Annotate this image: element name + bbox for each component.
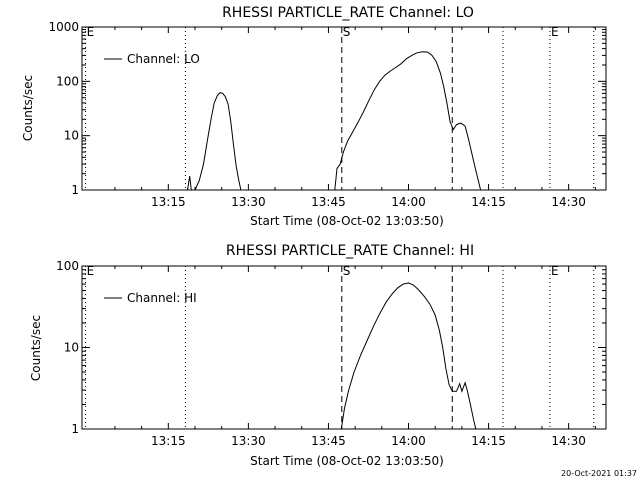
plot-frame-lo: [81, 26, 607, 191]
series-line-hi: [340, 282, 477, 430]
series-line-lo: [194, 92, 242, 191]
footer-timestamp: 20-Oct-2021 01:37: [561, 469, 637, 478]
axis-ticks-lo: 13:15 13:30 13:45 14:00 14:15 14:30 1 10 100 1000: [48, 20, 606, 209]
y-tick-label-hi: 100: [56, 259, 79, 273]
x-tick-label-hi: 14:00: [391, 434, 426, 448]
y-tick-label-lo: 1000: [48, 20, 79, 34]
x-axis-label-hi: Start Time (08-Oct-02 13:03:50): [250, 454, 444, 468]
x-axis-label-lo: Start Time (08-Oct-02 13:03:50): [250, 214, 444, 228]
x-tick-label-hi: 13:15: [151, 434, 186, 448]
y-tick-label-lo: 10: [64, 129, 79, 143]
panel-lo: RHESSI PARTICLE_RATE Channel: LO 13:15 13…: [21, 5, 607, 228]
x-tick-label-lo: 13:45: [311, 195, 346, 209]
y-tick-label-hi: 10: [64, 341, 79, 355]
axis-ticks-hi: 13:15 13:30 13:45 14:00 14:15 14:30 1 10 100: [56, 259, 606, 448]
legend-label-hi: Channel: HI: [127, 291, 197, 305]
x-tick-label-hi: 13:30: [231, 434, 266, 448]
x-tick-label-hi: 13:45: [311, 434, 346, 448]
chart-title-lo: RHESSI PARTICLE_RATE Channel: LO: [222, 5, 474, 21]
series-line-lo: [334, 51, 482, 191]
marker-label-hi: E: [87, 264, 95, 278]
legend-label-lo: Channel: LO: [127, 52, 200, 66]
marker-label-lo: E: [87, 25, 95, 39]
x-tick-label-lo: 14:30: [551, 195, 586, 209]
series-line-lo: [187, 176, 192, 191]
series-hi: [340, 282, 477, 430]
x-tick-label-lo: 14:15: [471, 195, 506, 209]
legend-lo: Channel: LO: [104, 52, 200, 66]
y-tick-label-lo: 100: [56, 74, 79, 88]
series-lo: [187, 51, 482, 191]
legend-hi: Channel: HI: [104, 291, 197, 305]
marker-label-lo: S: [343, 25, 351, 39]
panel-hi: RHESSI PARTICLE_RATE Channel: HI 13:15 13…: [29, 243, 607, 468]
marker-lines-hi: [85, 266, 595, 429]
y-tick-label-hi: 1: [71, 422, 79, 436]
x-tick-label-lo: 13:15: [151, 195, 186, 209]
marker-lines-lo: [85, 27, 595, 190]
marker-label-hi: S: [343, 264, 351, 278]
x-tick-label-hi: 14:30: [551, 434, 586, 448]
chart-title-hi: RHESSI PARTICLE_RATE Channel: HI: [226, 243, 474, 259]
marker-label-hi: E: [551, 264, 559, 278]
marker-label-lo: E: [551, 25, 559, 39]
y-axis-label-hi: Counts/sec: [29, 315, 43, 381]
y-axis-label-lo: Counts/sec: [21, 75, 35, 141]
y-tick-label-lo: 1: [71, 183, 79, 197]
x-tick-label-lo: 14:00: [391, 195, 426, 209]
x-tick-label-lo: 13:30: [231, 195, 266, 209]
x-tick-label-hi: 14:15: [471, 434, 506, 448]
